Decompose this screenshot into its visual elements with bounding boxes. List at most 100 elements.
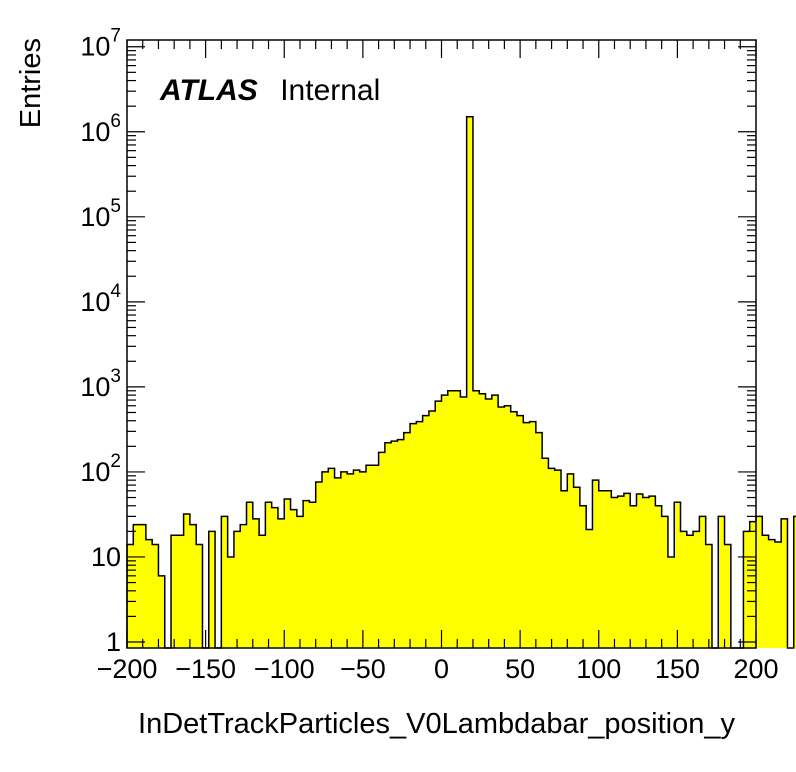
histogram-bar xyxy=(347,473,354,648)
histogram-bar xyxy=(252,518,260,648)
histogram-bar xyxy=(768,539,776,648)
histogram-bar xyxy=(428,411,436,648)
x-tick-label: −150 xyxy=(175,654,236,684)
histogram-bar xyxy=(259,535,266,648)
histogram-bar xyxy=(378,452,386,648)
histogram-bar xyxy=(435,401,442,648)
histogram-bar xyxy=(743,531,751,648)
histogram-bar xyxy=(472,390,480,648)
histogram-bar xyxy=(303,500,310,648)
histogram-bar xyxy=(240,524,247,648)
histogram-bar xyxy=(196,544,203,648)
histogram-bar xyxy=(183,514,191,648)
y-tick-label: 103 xyxy=(80,366,121,402)
histogram-bar xyxy=(271,507,279,648)
histogram-bar xyxy=(661,516,669,648)
histogram-bar xyxy=(516,415,524,648)
histogram-bar xyxy=(724,544,732,648)
histogram-bar xyxy=(384,442,392,648)
histogram-bar xyxy=(548,468,556,648)
histogram-bar xyxy=(133,524,140,648)
y-tick-label: 10 xyxy=(91,542,121,572)
histogram-bar xyxy=(127,544,134,648)
x-tick-label: 100 xyxy=(576,654,621,684)
histogram-bar xyxy=(573,487,581,648)
tick-labels: −200 −150 −100 −50 0 50 100 150 200 1 10 102 103 104 1… xyxy=(80,26,778,684)
histogram-bar xyxy=(623,493,631,648)
histogram-bar xyxy=(756,516,763,648)
histogram-bar xyxy=(554,470,562,648)
x-axis-title: InDetTrackParticles_V0Lambdabar_position… xyxy=(138,708,735,740)
histogram-bar xyxy=(416,421,424,648)
y-tick-label: 102 xyxy=(80,451,121,487)
atlas-label: ATLAS Internal xyxy=(159,74,380,107)
y-tick-label: 104 xyxy=(80,281,121,317)
atlas-label-internal: Internal xyxy=(280,74,380,107)
histogram-bar xyxy=(693,531,700,648)
histogram-bar xyxy=(699,516,707,648)
histogram-bar xyxy=(667,556,675,648)
histogram-bar xyxy=(221,516,229,648)
histogram-bar xyxy=(397,439,405,648)
x-tick-label: −100 xyxy=(254,654,315,684)
y-tick-label: 105 xyxy=(80,196,121,232)
x-tick-label: 50 xyxy=(505,654,535,684)
histogram-bar xyxy=(246,502,254,648)
histogram-bar xyxy=(598,490,606,648)
histogram-bar xyxy=(284,499,291,648)
histogram-bar xyxy=(561,490,568,648)
histogram-bar xyxy=(441,395,449,648)
y-axis-title: Entries xyxy=(15,38,47,128)
histogram-bar xyxy=(353,470,361,648)
histogram-bar xyxy=(372,465,379,648)
histogram-bar xyxy=(290,509,298,648)
histogram-bar xyxy=(277,518,285,648)
histogram-bar xyxy=(479,393,486,648)
histogram-bar xyxy=(579,505,587,648)
histogram-bar xyxy=(523,422,530,648)
x-tick-label: 150 xyxy=(655,654,700,684)
histogram-bar xyxy=(781,518,788,648)
histogram-bar xyxy=(460,397,468,648)
histogram-bar xyxy=(152,544,159,648)
histogram-bar xyxy=(139,524,147,648)
y-tick-label: 107 xyxy=(80,26,121,62)
histogram-bar xyxy=(491,395,499,648)
histogram-bar xyxy=(340,471,348,648)
histogram-bar xyxy=(642,497,650,648)
histogram-bar xyxy=(611,497,619,648)
histogram-bar xyxy=(410,423,417,648)
histogram-bar xyxy=(208,531,216,648)
axis-ticks xyxy=(126,40,757,648)
histogram-bar xyxy=(296,516,304,648)
histogram-bar xyxy=(403,432,411,648)
histogram-bar xyxy=(655,505,663,648)
x-tick-label: −50 xyxy=(340,654,386,684)
histogram-bar xyxy=(447,390,455,648)
histogram-outline xyxy=(126,116,796,649)
x-tick-label: 200 xyxy=(733,654,778,684)
histogram-bar xyxy=(334,477,342,648)
histogram-bar xyxy=(315,482,323,648)
histogram-bar xyxy=(686,535,694,648)
y-tick-label: 106 xyxy=(80,111,121,147)
histogram-bar xyxy=(454,390,461,648)
histogram-bar xyxy=(529,421,537,648)
histogram-bar xyxy=(466,116,474,649)
histogram-bar xyxy=(498,407,505,648)
histogram-bar xyxy=(265,502,273,648)
histogram-bar xyxy=(705,544,713,648)
histogram-bar xyxy=(605,490,612,648)
histogram-bar xyxy=(233,531,241,648)
histogram-bar xyxy=(321,471,329,648)
histogram-bar xyxy=(649,496,656,648)
histogram-bar xyxy=(145,539,153,648)
histogram-bar xyxy=(171,535,178,648)
histogram-bar xyxy=(535,432,543,648)
histogram-bar xyxy=(504,405,512,648)
histogram-bar xyxy=(542,458,549,648)
histogram-bar xyxy=(793,516,796,648)
histogram-bar xyxy=(227,556,235,648)
histogram-bar xyxy=(158,575,166,648)
histogram-bars xyxy=(127,116,796,649)
